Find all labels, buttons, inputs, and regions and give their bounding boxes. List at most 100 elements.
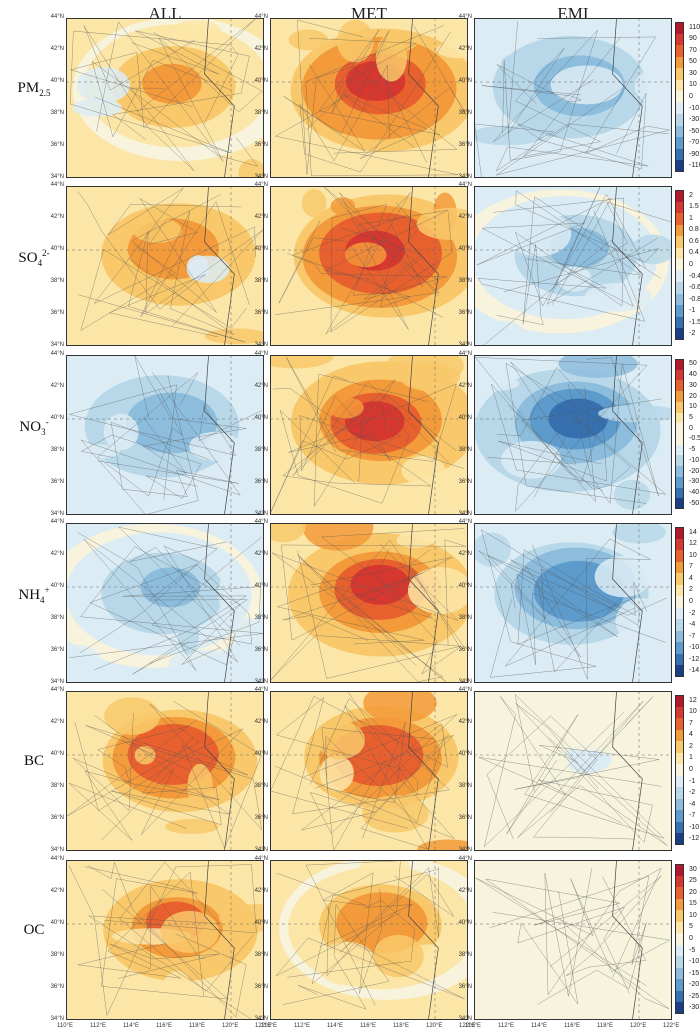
province-border — [497, 362, 647, 504]
lat-tick-label: 40°N — [50, 246, 64, 252]
lat-tick-label: 42°N — [458, 551, 472, 557]
colorbar-cell — [675, 706, 684, 719]
map-panel-nh4-all — [66, 523, 264, 683]
lat-tick-label: 44°N — [254, 351, 268, 357]
contour-lobe — [594, 556, 652, 598]
colorbar-tick-label: -30 — [689, 116, 700, 124]
colorbar-tick-label: -70 — [689, 139, 700, 147]
lat-tick-label: 44°N — [50, 519, 64, 525]
lat-tick-label: 40°N — [50, 78, 64, 84]
colorbar-tick-label: -0.6 — [689, 284, 700, 292]
lat-tick-label: 36°N — [50, 142, 64, 148]
colorbar-cell — [675, 91, 684, 104]
contour-lobe — [363, 691, 437, 724]
contour-lobe — [160, 910, 219, 953]
colorbar-tick-label: 0 — [689, 935, 693, 942]
contour-lobe — [372, 934, 424, 978]
province-border — [478, 550, 622, 673]
colorbar-tick-label: 0.6 — [689, 237, 699, 245]
lat-tick-label: 38°N — [50, 447, 64, 453]
coastline — [408, 355, 439, 515]
colorbar-tick-label: 0 — [689, 261, 693, 268]
colorbar-tick-label: 2 — [689, 742, 693, 750]
lon-tick-label: 110°E — [465, 1023, 481, 1029]
coastline — [408, 691, 439, 851]
province-border — [544, 867, 662, 997]
province-border — [497, 366, 662, 484]
panel-frame — [66, 355, 264, 515]
colorbar-tick-label: 0 — [689, 93, 693, 100]
contour-lobe — [558, 355, 638, 378]
colorbar-cell — [675, 921, 684, 934]
panel-frame — [66, 523, 264, 683]
province-border — [515, 703, 653, 843]
map-panel-so4-all — [66, 186, 264, 346]
colorbar-tick-label: 10 — [689, 911, 697, 919]
lat-tick-label: 40°N — [50, 920, 64, 926]
colorbar-cell — [675, 316, 684, 329]
province-border — [131, 194, 221, 313]
map-panel-oc-met — [270, 860, 468, 1020]
province-border — [299, 395, 465, 482]
coastline — [408, 860, 439, 1020]
contour-lobe — [597, 150, 618, 164]
colorbar-tick-label: 7 — [689, 719, 693, 727]
lat-tick-label: 34°N — [254, 511, 268, 517]
lat-tick-label: 34°N — [254, 679, 268, 685]
province-border — [275, 209, 449, 318]
lon-tick-label: 116°E — [360, 1023, 376, 1029]
contour-level — [350, 734, 410, 775]
province-border — [504, 538, 651, 680]
lat-tick-label: 42°N — [458, 383, 472, 389]
coastline — [408, 523, 439, 683]
panel-frame — [270, 355, 468, 515]
lat-tick-label: 36°N — [458, 647, 472, 653]
lon-tick-label: 116°E — [564, 1023, 580, 1029]
contour-lobe — [345, 242, 387, 268]
lat-tick-label: 34°N — [458, 174, 472, 180]
lat-tick-label: 40°N — [458, 920, 472, 926]
colorbar-cell — [675, 247, 684, 260]
lat-tick-label: 42°N — [50, 383, 64, 389]
colorbar-tick-label: -1 — [689, 777, 696, 785]
lat-tick-label: 42°N — [458, 888, 472, 894]
lat-tick-label: 38°N — [458, 783, 472, 789]
colorbar-tick-label: 50 — [689, 58, 697, 66]
lat-tick-label: 36°N — [458, 984, 472, 990]
province-border — [94, 188, 256, 304]
lat-tick-label: 38°N — [458, 278, 472, 284]
lat-tick-label: 40°N — [458, 583, 472, 589]
lon-tick-label: 114°E — [327, 1023, 343, 1029]
lat-tick-label: 44°N — [458, 351, 472, 357]
province-border — [549, 875, 662, 976]
panel-frame — [474, 355, 672, 515]
colorbar-cell — [675, 434, 684, 446]
lon-tick-label: 120°E — [630, 1023, 647, 1029]
colorbar-tick-label: 30 — [689, 69, 697, 77]
lat-tick-label: 34°N — [50, 174, 64, 180]
colorbar-tick-label: 5 — [689, 923, 693, 931]
lat-tick-label: 44°N — [50, 687, 64, 693]
coastline — [408, 186, 439, 346]
colorbar-tick-label: -5 — [689, 446, 696, 454]
lon-tick-label: 122°E — [663, 1023, 680, 1029]
colorbar-cell — [675, 630, 684, 643]
colorbar-cell — [675, 56, 684, 69]
colorbar-cell — [675, 68, 684, 81]
contour-lobe — [270, 355, 334, 369]
lat-tick-label: 42°N — [254, 46, 268, 52]
province-border — [309, 29, 441, 135]
colorbar-tick-label: -7 — [689, 812, 696, 820]
lat-tick-label: 36°N — [50, 310, 64, 316]
province-border — [278, 192, 440, 330]
row-label-bc: BC — [23, 753, 44, 769]
province-border — [486, 715, 636, 840]
map-panel-no3-all — [66, 355, 264, 515]
colorbar-tick-label: 0 — [689, 424, 693, 432]
colorbar-cell — [675, 380, 684, 392]
colorbar-cell — [675, 190, 684, 203]
lon-tick-label: 120°E — [222, 1023, 239, 1029]
contour-lobe — [80, 472, 118, 506]
province-border — [80, 372, 241, 515]
lat-tick-label: 42°N — [458, 46, 472, 52]
